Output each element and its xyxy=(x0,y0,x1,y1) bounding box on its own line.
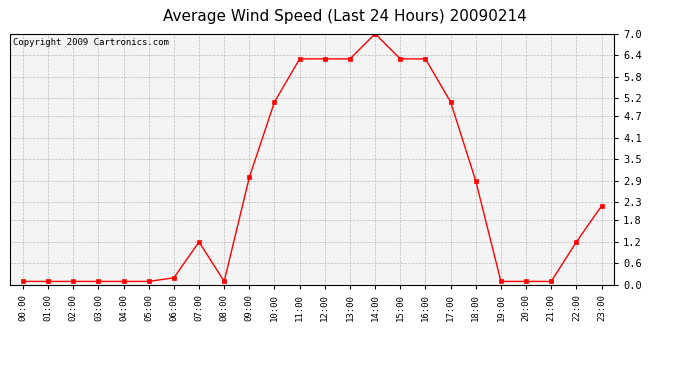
Text: Copyright 2009 Cartronics.com: Copyright 2009 Cartronics.com xyxy=(13,38,169,46)
Text: Average Wind Speed (Last 24 Hours) 20090214: Average Wind Speed (Last 24 Hours) 20090… xyxy=(163,9,527,24)
